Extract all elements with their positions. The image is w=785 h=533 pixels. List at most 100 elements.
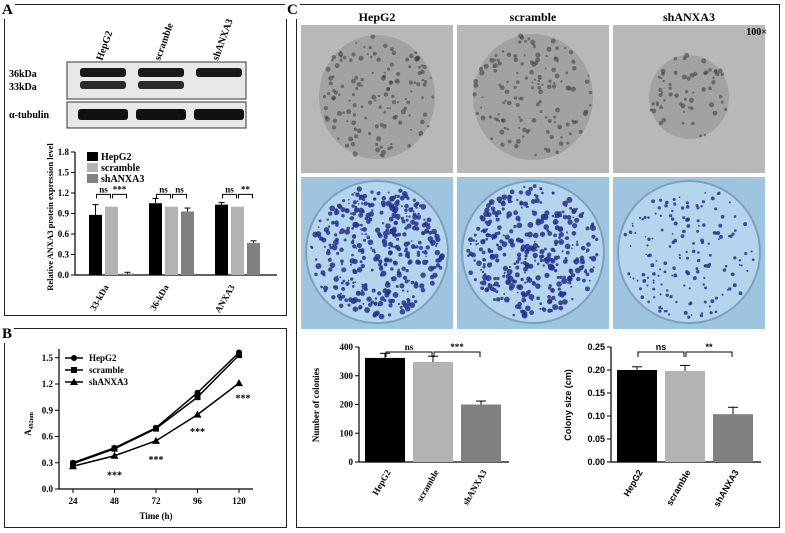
- colony-dot: [591, 234, 596, 239]
- cell-dot: [376, 57, 381, 62]
- colony-dot: [405, 268, 409, 273]
- cell-dot: [420, 64, 424, 67]
- colony-dot: [740, 264, 743, 267]
- x-tick-label: 72: [152, 496, 162, 506]
- colony-dot: [505, 273, 512, 280]
- cell-dot: [554, 57, 557, 60]
- colony-dot: [402, 275, 408, 280]
- cell-dot: [480, 106, 483, 109]
- colony-dot: [351, 227, 355, 230]
- colony-dot: [486, 262, 493, 268]
- colony-dot: [358, 306, 362, 310]
- cell-dot: [380, 149, 387, 155]
- colony-dot: [383, 298, 387, 302]
- colony-dot: [413, 299, 418, 304]
- cell-dot: [655, 101, 659, 105]
- y-tick-label: 0.25: [587, 342, 605, 352]
- colony-dot: [483, 211, 490, 218]
- bar: [461, 404, 501, 462]
- significance-bracket: [238, 193, 253, 199]
- legend-swatch: [87, 174, 98, 183]
- colony-dot: [412, 198, 416, 202]
- colony-dot: [481, 250, 486, 255]
- colony-dot: [515, 265, 520, 270]
- colony-dot: [480, 286, 484, 291]
- cell-dot: [523, 54, 526, 57]
- panel-a: A HepG2 scramble shANXA3 36kDa 33kDa α-tubuli…: [0, 2, 287, 316]
- colony-dot: [328, 243, 332, 247]
- column-title: HepG2: [359, 10, 396, 24]
- colony-dot: [380, 270, 387, 277]
- colony-dot: [521, 312, 528, 319]
- cell-dot: [538, 89, 543, 95]
- significance-bracket: [433, 351, 481, 357]
- cell-dot: [683, 110, 686, 113]
- colony-dot: [513, 262, 517, 266]
- colony-dot: [524, 315, 527, 317]
- colony-dot: [355, 192, 360, 198]
- colony-dot: [361, 283, 368, 290]
- colony-dot: [332, 243, 334, 246]
- colony-dot: [360, 291, 365, 296]
- colony-dot: [743, 222, 748, 227]
- significance-bracket: [222, 193, 237, 199]
- colony-dot: [567, 219, 573, 225]
- colony-dot: [406, 241, 411, 245]
- band-36kda: [138, 68, 184, 77]
- colony-dot: [399, 283, 405, 289]
- data-point: [152, 436, 160, 444]
- cell-dot: [524, 76, 528, 80]
- colony-dot: [539, 254, 544, 259]
- cell-dot: [582, 111, 588, 117]
- data-point: [111, 445, 118, 452]
- colony-dot: [595, 253, 599, 257]
- colony-dot: [533, 240, 536, 243]
- colony-dot: [371, 209, 374, 212]
- colony-dot: [378, 259, 383, 264]
- colony-dot: [338, 303, 344, 309]
- colony-dot: [537, 245, 540, 248]
- colony-dot: [571, 297, 574, 301]
- colony-dot: [352, 269, 358, 275]
- colony-dot: [501, 207, 505, 211]
- cell-dot: [346, 120, 349, 123]
- cell-dot: [389, 145, 393, 149]
- colony-dot: [405, 215, 408, 218]
- colony-dot: [322, 237, 325, 240]
- colony-dot: [362, 302, 365, 305]
- colony-dot: [413, 221, 419, 227]
- colony-dot: [468, 270, 474, 276]
- cell-dot: [368, 100, 373, 105]
- cell-dot: [523, 39, 527, 43]
- legend-label: scramble: [101, 163, 140, 174]
- cell-dot: [651, 108, 657, 114]
- cell-dot: [475, 111, 479, 115]
- blot-lane-label: HepG2: [94, 30, 115, 62]
- colony-dot: [509, 229, 514, 234]
- x-tick-label: 24: [69, 496, 79, 506]
- cell-dot: [553, 121, 557, 124]
- colony-dot: [431, 228, 437, 235]
- cell-dot: [389, 107, 392, 110]
- colony-dot: [494, 213, 499, 218]
- colony-dot: [352, 297, 359, 303]
- cell-dot: [339, 54, 343, 58]
- cell-dot: [545, 130, 550, 134]
- cell-dot: [529, 69, 534, 75]
- colony-dot: [326, 250, 331, 256]
- cell-dot: [339, 58, 343, 62]
- colony-dot: [570, 285, 573, 288]
- colony-dot: [634, 231, 637, 234]
- cell-dot: [413, 81, 417, 84]
- cell-dot: [326, 91, 331, 96]
- cell-dot: [519, 35, 525, 40]
- colony-dot: [547, 263, 550, 266]
- colony-dot: [344, 229, 351, 235]
- colony-dot: [384, 292, 390, 298]
- colony-dot: [685, 205, 690, 209]
- cell-dot: [405, 57, 410, 62]
- legend-label: HepG2: [101, 152, 132, 163]
- colony-dot: [473, 278, 477, 282]
- colony-dot: [385, 228, 390, 233]
- cell-dot: [519, 118, 523, 123]
